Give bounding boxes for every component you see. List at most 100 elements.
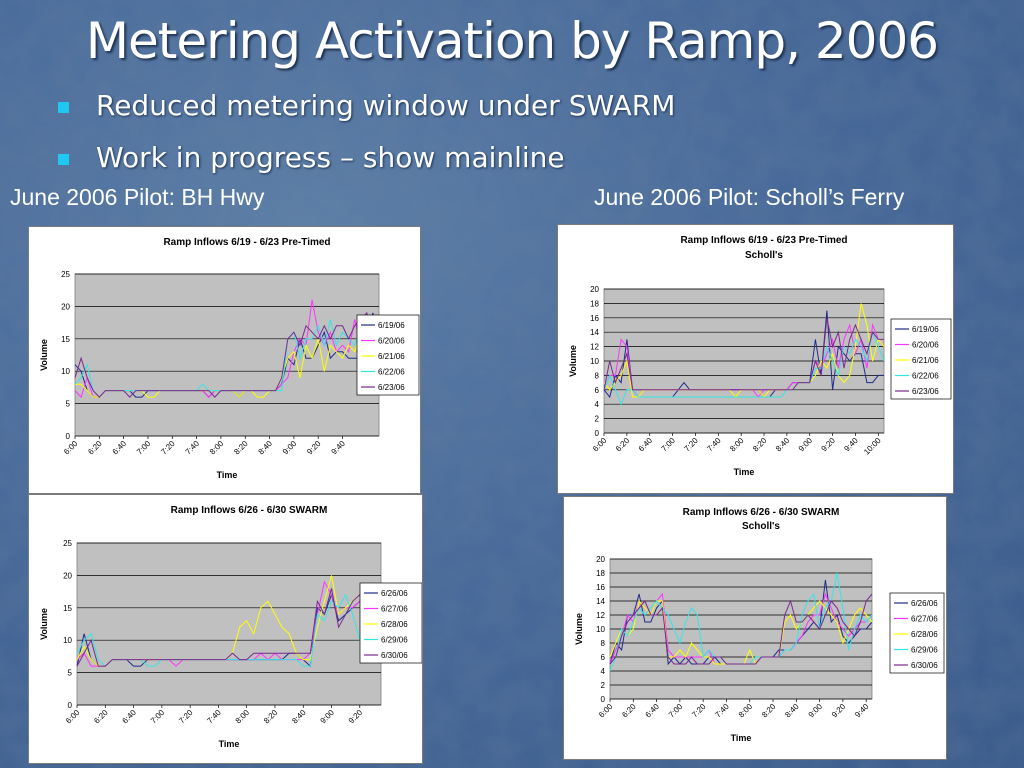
y-tick-label: 6: [601, 653, 606, 662]
y-tick-label: 18: [596, 569, 605, 578]
x-tick-label: 9:20: [830, 702, 848, 720]
y-tick-label: 10: [61, 367, 70, 376]
bullet-list: Reduced metering window under SWARM Work…: [58, 86, 675, 190]
y-tick-label: 20: [61, 302, 70, 311]
x-tick-label: 8:40: [257, 439, 275, 457]
chart-title: Ramp Inflows 6/19 - 6/23 Pre-Timed: [680, 235, 847, 246]
legend-entry: 6/30/06: [911, 661, 938, 670]
chart-scholls-swarm: Ramp Inflows 6/26 - 6/30 SWARM Scholl's 0 2…: [563, 496, 947, 760]
x-tick-label: 7:20: [682, 436, 700, 454]
x-tick-label: 7:00: [667, 702, 685, 720]
y-tick-label: 14: [596, 597, 605, 606]
legend-entry: 6/28/06: [381, 620, 408, 629]
x-tick-label: 8:40: [783, 702, 801, 720]
x-axis-label: Time: [217, 470, 238, 480]
chart-svg: Ramp Inflows 6/26 - 6/30 SWARM 0 5 10 15 20 25…: [39, 505, 423, 749]
y-tick-label: 10: [590, 357, 599, 366]
series-line-6-23-06: [603, 317, 884, 391]
x-tick-label: 9:00: [807, 702, 825, 720]
y-tick-label: 0: [601, 695, 606, 704]
chart-bh-pre-timed: Ramp Inflows 6/19 - 6/23 Pre-Timed 0 5 10 15…: [28, 226, 421, 494]
square-bullet-icon: [58, 154, 69, 165]
x-tick-label: 6:40: [121, 708, 139, 726]
y-tick-label: 10: [596, 625, 605, 634]
x-tick-label: 9:40: [853, 702, 871, 720]
y-tick-label: 20: [63, 571, 72, 580]
x-tick-label: 8:20: [262, 708, 280, 726]
chart-svg: Ramp Inflows 6/26 - 6/30 SWARM Scholl's 0 2…: [574, 507, 945, 743]
y-tick-label: 6: [595, 386, 600, 395]
legend-entry: 6/21/06: [912, 356, 939, 365]
x-tick-label: 9:00: [797, 436, 815, 454]
legend-entry: 6/23/06: [912, 387, 939, 396]
x-tick-label: 6:20: [86, 439, 104, 457]
legend-entry: 6/20/06: [912, 341, 939, 350]
y-axis-label: Volume: [39, 608, 49, 640]
y-tick-label: 15: [61, 335, 70, 344]
legend-entry: 6/28/06: [911, 630, 938, 639]
x-tick-label: 8:20: [232, 439, 250, 457]
x-tick-label: 6:40: [644, 702, 662, 720]
legend-entry: 6/22/06: [912, 372, 939, 381]
legend-box: [359, 582, 423, 664]
bullet-item: Reduced metering window under SWARM: [58, 86, 675, 138]
x-tick-label: 9:00: [319, 708, 337, 726]
legend-box: [356, 314, 420, 396]
x-tick-label: 7:40: [713, 702, 731, 720]
x-axis-label: Time: [219, 739, 240, 749]
y-tick-label: 12: [590, 343, 599, 352]
chart-subtitle: Scholl's: [742, 521, 780, 532]
x-tick-label: 7:40: [705, 436, 723, 454]
legend-entry: 6/27/06: [911, 615, 938, 624]
x-tick-label: 8:40: [774, 436, 792, 454]
legend-entry: 6/22/06: [378, 368, 405, 377]
y-tick-label: 16: [596, 583, 605, 592]
chart-title: Ramp Inflows 6/26 - 6/30 SWARM: [683, 507, 840, 518]
y-tick-label: 0: [66, 432, 71, 441]
x-tick-label: 9:40: [330, 439, 348, 457]
chart-svg: Ramp Inflows 6/19 - 6/23 Pre-Timed 0 5 10 15…: [39, 237, 420, 480]
x-tick-label: 8:00: [234, 708, 252, 726]
x-tick-label: 7:40: [184, 439, 202, 457]
x-tick-label: 6:00: [597, 702, 615, 720]
x-tick-label: 9:20: [305, 439, 323, 457]
legend-entry: 6/19/06: [378, 321, 405, 330]
legend-entry: 6/30/06: [381, 651, 408, 660]
x-tick-label: 6:00: [591, 436, 609, 454]
series-line-6-22-06: [603, 330, 885, 406]
legend-entry: 6/26/06: [911, 599, 938, 608]
x-tick-label: 7:00: [149, 708, 167, 726]
y-tick-label: 12: [596, 611, 605, 620]
y-tick-label: 0: [68, 701, 73, 710]
x-tick-label: 6:20: [92, 708, 110, 726]
y-tick-label: 0: [595, 429, 600, 438]
chart-scholls-pre-timed: Ramp Inflows 6/19 - 6/23 Pre-Timed Scholl…: [557, 224, 954, 494]
chart-svg: Ramp Inflows 6/19 - 6/23 Pre-Timed Scholl…: [568, 235, 952, 477]
legend-entry: 6/27/06: [381, 605, 408, 614]
x-tick-label: 7:00: [135, 439, 153, 457]
y-tick-label: 15: [63, 604, 72, 613]
y-tick-label: 2: [595, 415, 600, 424]
y-tick-label: 8: [595, 371, 600, 380]
chart-subtitle: Scholl's: [745, 250, 783, 261]
x-tick-label: 9:40: [842, 436, 860, 454]
legend-entry: 6/21/06: [378, 352, 405, 361]
y-tick-label: 16: [590, 314, 599, 323]
x-tick-label: 9:00: [281, 439, 299, 457]
chart-bh-swarm: Ramp Inflows 6/26 - 6/30 SWARM 0 5 10 15 20 25…: [28, 494, 423, 764]
x-tick-label: 9:20: [347, 708, 365, 726]
x-axis-label: Time: [734, 467, 755, 477]
y-tick-label: 2: [601, 681, 606, 690]
x-tick-label: 7:00: [660, 436, 678, 454]
x-axis-label: Time: [731, 733, 752, 743]
x-tick-label: 6:40: [111, 439, 129, 457]
series-line-6-23-06: [74, 311, 380, 398]
x-tick-label: 7:20: [690, 702, 708, 720]
x-tick-label: 7:20: [159, 439, 177, 457]
x-tick-label: 9:20: [820, 436, 838, 454]
x-tick-label: 6:20: [620, 702, 638, 720]
legend-entry: 6/20/06: [378, 337, 405, 346]
y-axis-label: Volume: [568, 345, 578, 377]
square-bullet-icon: [58, 102, 69, 113]
series-line-6-30-06: [609, 593, 873, 665]
